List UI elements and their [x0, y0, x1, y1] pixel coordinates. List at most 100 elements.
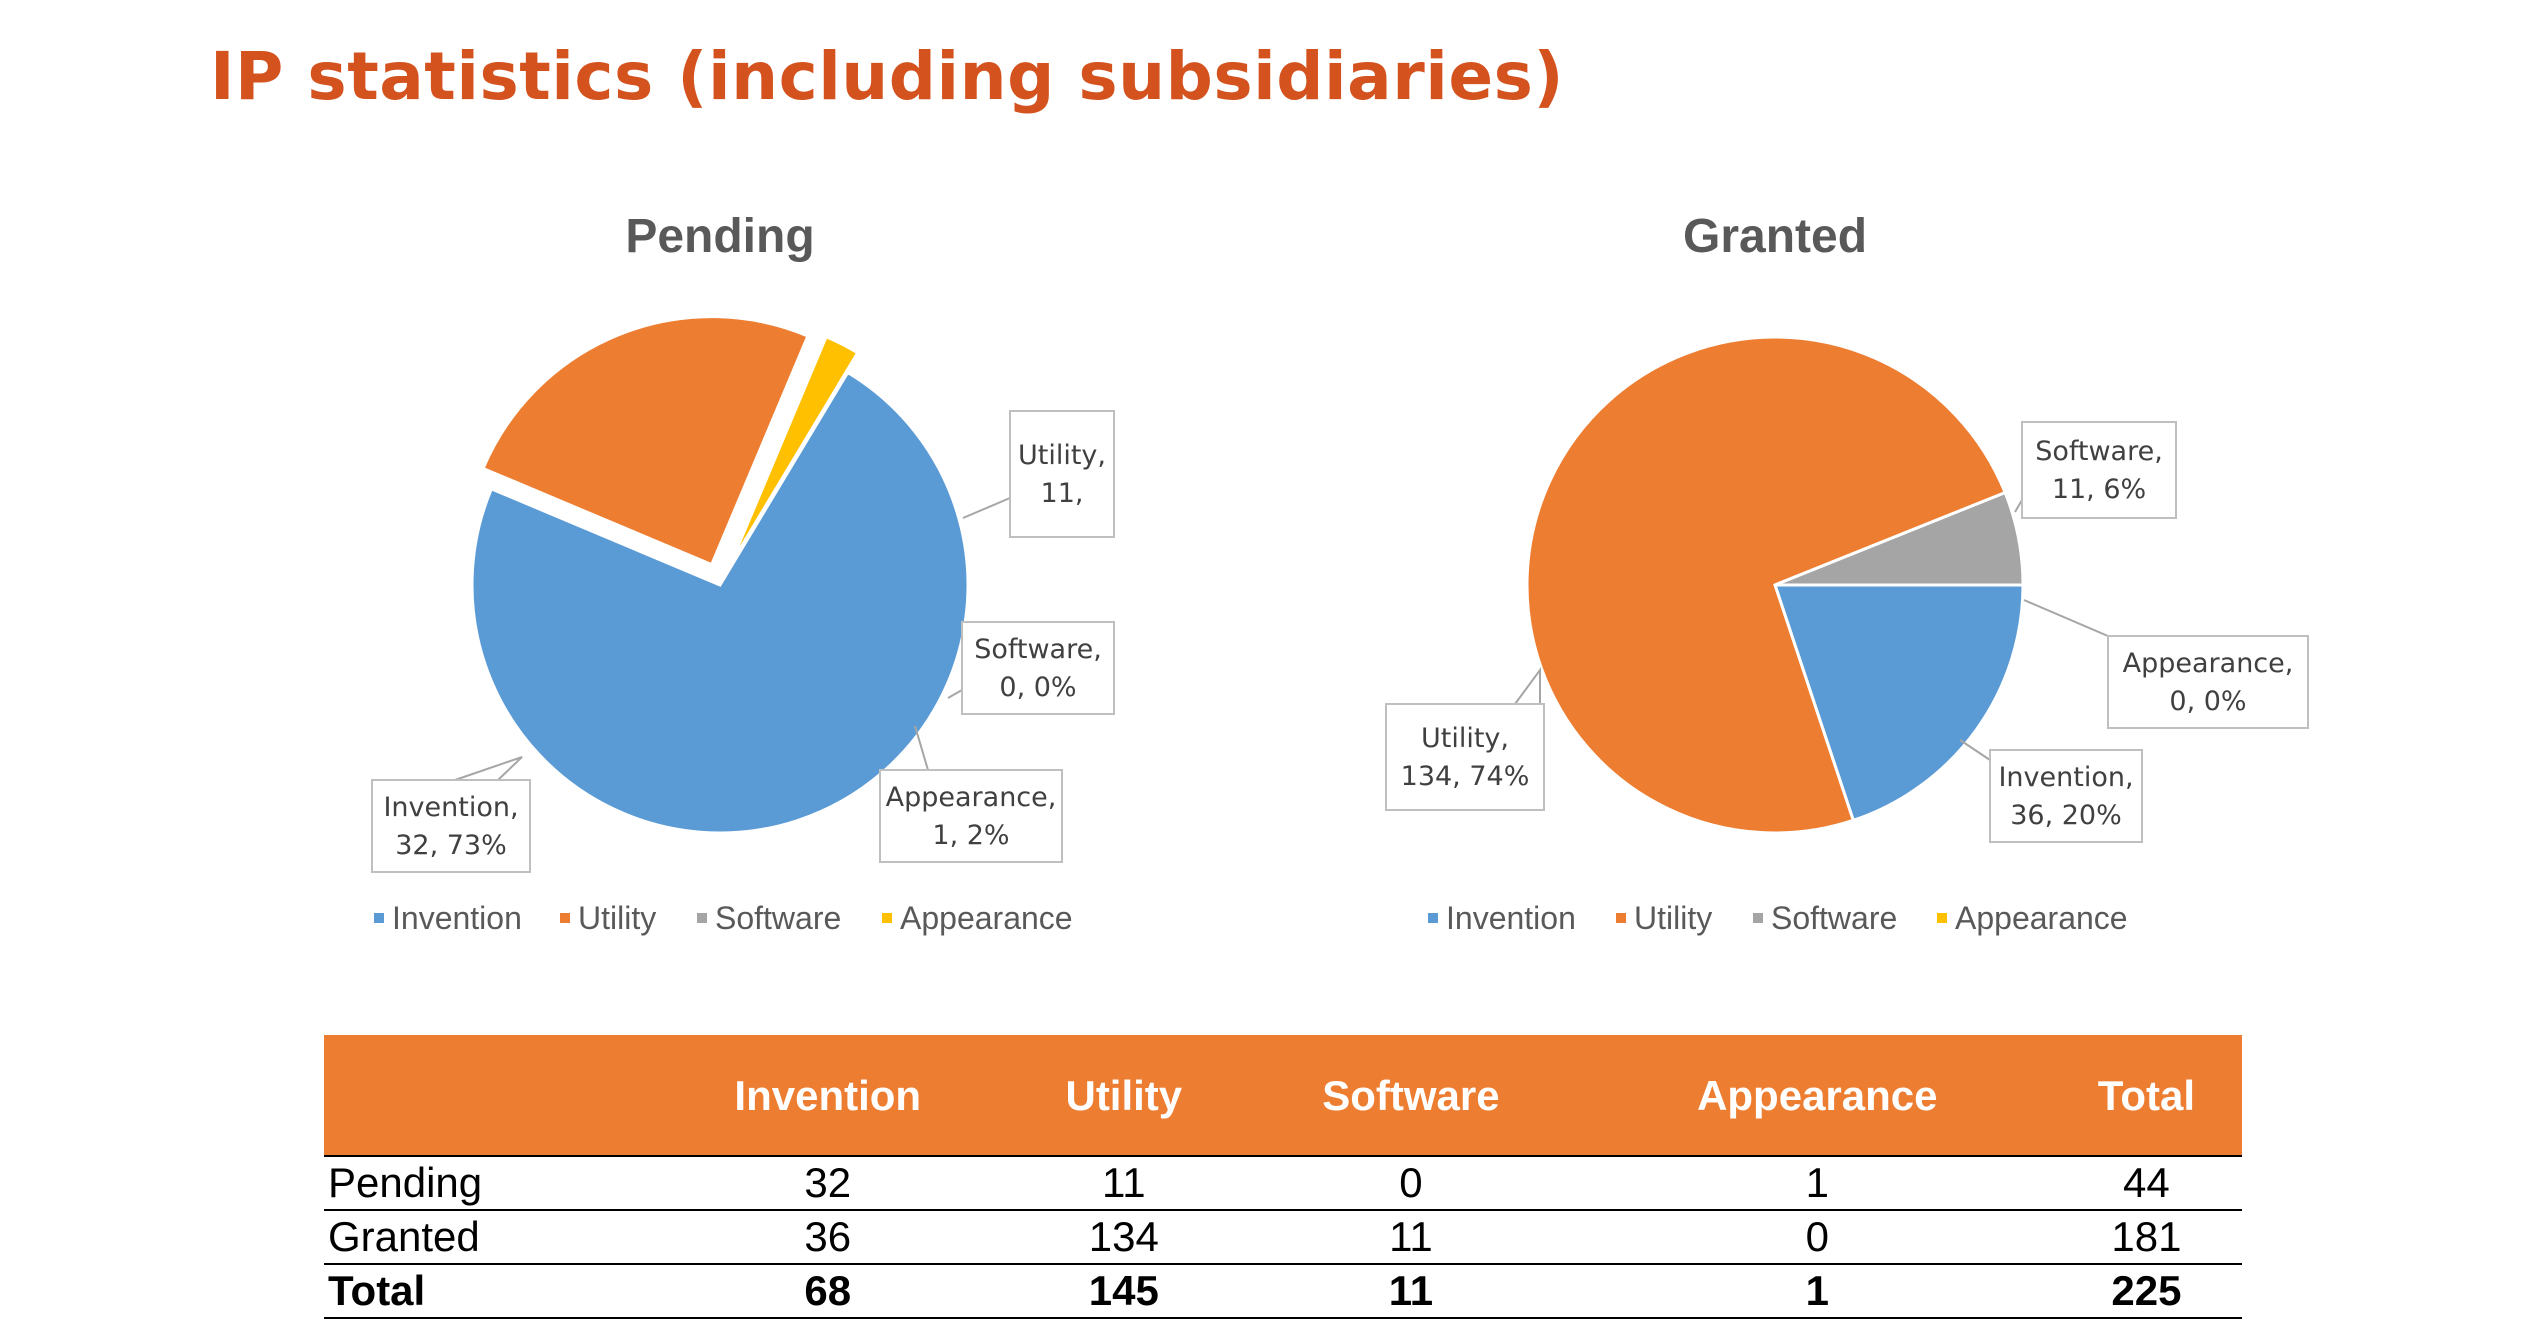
data-label-utility: Utility, 134, 74%: [1385, 666, 1545, 811]
pie-slice-appearance: [728, 334, 860, 567]
data-label-utility: Utility, 11,: [962, 410, 1115, 538]
pie-chart-granted: Granted Invention, 36, 20% Utility, 134, 74%…: [1385, 210, 2309, 936]
callout-box: [1989, 749, 2143, 843]
table-cell: 1: [1583, 1264, 2051, 1319]
table-cell: 1: [1583, 1156, 2051, 1211]
legend-item-utility: Utility: [1616, 900, 1712, 936]
legend-swatch: [882, 913, 892, 923]
legend-item-appearance: Appearance: [882, 900, 1073, 936]
legend-swatch: [1616, 913, 1626, 923]
data-label-invention: Invention, 36, 20%: [1959, 739, 2143, 843]
legend-label: Invention: [1446, 900, 1576, 936]
data-label-software: Software, 11, 6%: [2014, 421, 2177, 519]
legend-item-utility: Utility: [560, 900, 656, 936]
table-cell: 36: [646, 1210, 1010, 1265]
leader-line: [2023, 599, 2109, 637]
table-cell: 32: [646, 1156, 1010, 1211]
table-cell: 0: [1583, 1210, 2051, 1265]
legend-item-invention: Invention: [1428, 900, 1576, 936]
table-header-invention: Invention: [646, 1035, 1010, 1157]
data-label-text: 36, 20%: [2010, 800, 2122, 831]
legend-label: Invention: [392, 900, 522, 936]
table-row-pending: Pending 32 11 0 1 44: [324, 1156, 2242, 1211]
legend-swatch: [374, 913, 384, 923]
table-cell: 11: [1009, 1156, 1239, 1211]
leader-line: [454, 756, 523, 781]
data-label-text: Utility,: [1018, 440, 1106, 471]
data-label-invention: Invention, 32, 73%: [371, 756, 531, 873]
table-cell: 11: [1238, 1210, 1584, 1265]
page-title: IP statistics (including subsidiaries): [210, 38, 1565, 115]
table-row-total: Total 68 145 11 1 225: [324, 1264, 2242, 1319]
table-cell: 145: [1009, 1264, 1239, 1319]
legend-swatch: [1937, 913, 1947, 923]
table-header-row: Invention Utility Software Appearance To…: [324, 1035, 2242, 1157]
legend-label: Utility: [1634, 900, 1712, 936]
legend-swatch: [1753, 913, 1763, 923]
table-cell: 68: [646, 1264, 1010, 1319]
legend-label: Appearance: [900, 900, 1073, 936]
data-label-text: Appearance,: [2123, 648, 2294, 679]
pie-slice-utility: [1525, 335, 2008, 835]
data-label-text: 1, 2%: [932, 820, 1009, 851]
table-cell: 181: [2050, 1210, 2242, 1265]
legend-label: Software: [715, 900, 841, 936]
data-label-text: Software,: [2035, 436, 2163, 467]
legend-item-software: Software: [1753, 900, 1897, 936]
leader-line: [914, 725, 929, 771]
table-row-label: Total: [324, 1264, 646, 1319]
callout-box: [371, 779, 531, 873]
table-header-software: Software: [1238, 1035, 1584, 1157]
data-label-text: 0, 0%: [999, 672, 1076, 703]
pie-chart-pending: Pending Invention, 32, 73% Utility, 11, Softw…: [371, 210, 1115, 936]
leader-line: [1959, 739, 1991, 761]
table-cell: 11: [1238, 1264, 1584, 1319]
callout-box: [2107, 635, 2309, 729]
chart-title: Pending: [625, 210, 814, 263]
leader-line: [962, 497, 1011, 519]
legend-item-software: Software: [697, 900, 841, 936]
legend-swatch: [560, 913, 570, 923]
ip-statistics-table: Invention Utility Software Appearance To…: [324, 1035, 2242, 1319]
callout-box: [2021, 421, 2177, 519]
data-label-text: Invention,: [1998, 762, 2133, 793]
leader-line: [2014, 499, 2023, 513]
legend-item-appearance: Appearance: [1937, 900, 2128, 936]
table-cell: 225: [2050, 1264, 2242, 1319]
data-label-appearance: Appearance, 1, 2%: [879, 725, 1063, 863]
legend-label: Appearance: [1955, 900, 2128, 936]
table-row-label: Granted: [324, 1210, 646, 1265]
pie-charts: Pending Invention, 32, 73% Utility, 11, Softw…: [371, 210, 2309, 936]
callout-box: [879, 769, 1063, 863]
table-cell: 44: [2050, 1156, 2242, 1211]
pie-slice-invention: [1772, 583, 2025, 823]
data-label-text: 32, 73%: [395, 830, 507, 861]
legend-label: Utility: [578, 900, 656, 936]
callout-box: [961, 621, 1115, 715]
data-label-text: 0, 0%: [2169, 686, 2246, 717]
leader-line: [947, 689, 963, 699]
table-header-total: Total: [2050, 1035, 2242, 1157]
table-header-utility: Utility: [1009, 1035, 1239, 1157]
leader-line: [1514, 666, 1541, 705]
data-label-software: Software, 0, 0%: [947, 621, 1115, 715]
table-header-appearance: Appearance: [1583, 1035, 2051, 1157]
pie-slice-software: [1774, 490, 2025, 587]
pie-slice-invention: [470, 370, 970, 835]
data-label-appearance: Appearance, 0, 0%: [2023, 599, 2309, 729]
table-row-granted: Granted 36 134 11 0 181: [324, 1210, 2242, 1265]
legend-swatch: [1428, 913, 1438, 923]
table-header-cell: [324, 1035, 646, 1157]
legend-label: Software: [1771, 900, 1897, 936]
data-label-text: 11,: [1041, 478, 1084, 509]
callout-box: [1009, 410, 1115, 538]
data-label-text: Appearance,: [886, 782, 1057, 813]
callout-box: [1385, 703, 1545, 811]
data-label-text: Invention,: [383, 792, 518, 823]
table-cell: 0: [1238, 1156, 1584, 1211]
data-label-text: 11, 6%: [2052, 474, 2146, 505]
pie-slice-utility: [481, 315, 810, 567]
chart-title: Granted: [1683, 210, 1867, 263]
legend-item-invention: Invention: [374, 900, 522, 936]
table-row-label: Pending: [324, 1156, 646, 1211]
